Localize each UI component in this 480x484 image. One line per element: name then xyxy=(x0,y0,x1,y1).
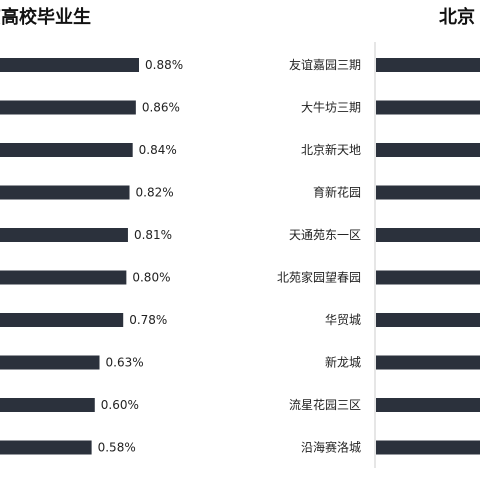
left-bar-1 xyxy=(0,100,136,115)
left-bar-3 xyxy=(0,185,130,200)
left-value-label-2: 0.84% xyxy=(139,143,177,157)
left-bar-2 xyxy=(0,143,133,157)
right-category-label-0: 友谊嘉园三期 xyxy=(289,57,361,72)
left-value-label-7: 0.63% xyxy=(106,356,144,370)
right-bar-0 xyxy=(376,58,480,72)
right-category-label-7: 新龙城 xyxy=(325,355,361,370)
left-chart-title: 京高校毕业生 xyxy=(0,7,91,28)
right-bar-2 xyxy=(376,143,480,157)
right-bar-9 xyxy=(376,440,480,455)
right-category-label-8: 流星花园三区 xyxy=(289,397,361,412)
left-value-label-6: 0.78% xyxy=(129,313,167,327)
left-value-label-4: 0.81% xyxy=(134,228,172,242)
right-category-label-6: 华贸城 xyxy=(325,313,361,327)
right-bar-1 xyxy=(376,100,480,115)
left-value-label-9: 0.58% xyxy=(98,441,136,455)
right-category-label-2: 北京新天地 xyxy=(301,142,361,157)
right-bar-4 xyxy=(376,228,480,242)
right-bar-5 xyxy=(376,270,480,285)
right-bar-6 xyxy=(376,313,480,327)
left-value-label-5: 0.80% xyxy=(132,271,170,285)
right-bar-7 xyxy=(376,355,480,370)
left-bar-6 xyxy=(0,313,124,327)
right-category-label-5: 北苑家园望春园 xyxy=(277,270,361,285)
right-category-label-4: 天通苑东一区 xyxy=(289,228,361,242)
left-bar-5 xyxy=(0,270,127,285)
left-bar-7 xyxy=(0,355,100,370)
left-value-label-0: 0.88% xyxy=(145,58,183,72)
right-bar-3 xyxy=(376,185,480,200)
right-chart-title: 北京 xyxy=(439,7,475,28)
left-value-label-8: 0.60% xyxy=(101,398,139,412)
left-value-label-1: 0.86% xyxy=(142,101,180,115)
right-bar-8 xyxy=(376,398,480,412)
right-category-label-1: 大牛坊三期 xyxy=(301,100,361,115)
right-category-label-9: 沿海赛洛城 xyxy=(301,440,361,455)
left-bar-4 xyxy=(0,228,128,242)
left-bar-0 xyxy=(0,58,139,72)
right-category-label-3: 育新花园 xyxy=(313,185,361,200)
left-value-label-3: 0.82% xyxy=(136,186,174,200)
left-bar-9 xyxy=(0,440,92,455)
left-bar-8 xyxy=(0,398,95,412)
